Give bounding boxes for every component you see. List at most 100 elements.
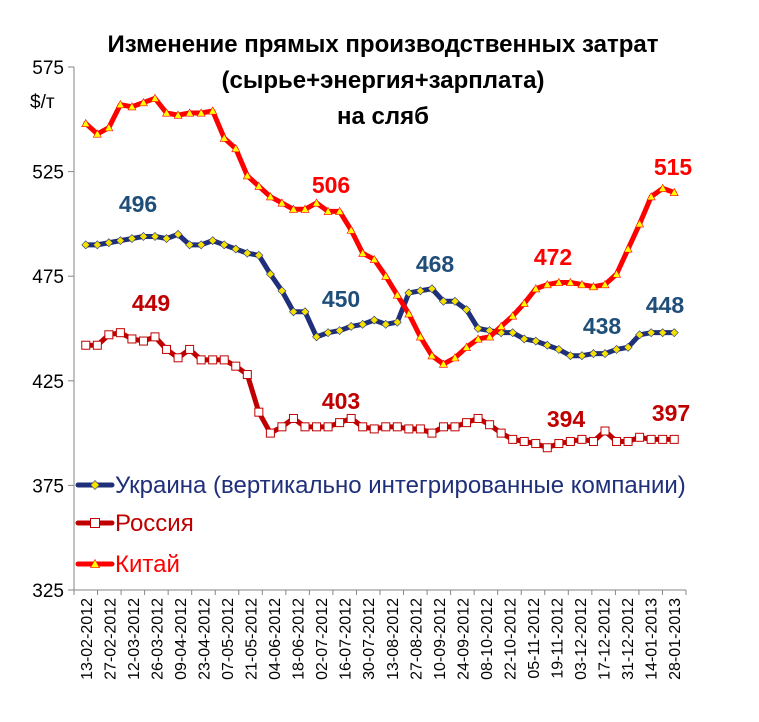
data-point xyxy=(104,330,114,340)
data-point xyxy=(404,424,414,434)
data-point xyxy=(90,518,100,528)
data-point xyxy=(173,353,183,363)
data-point xyxy=(392,290,402,299)
data-point xyxy=(185,108,195,117)
data-point xyxy=(646,192,656,201)
data-point xyxy=(473,324,483,333)
data-point xyxy=(138,97,148,107)
data-point xyxy=(392,422,402,432)
data-point xyxy=(173,229,183,239)
data-point xyxy=(312,332,321,342)
data-point xyxy=(646,434,656,444)
data-point xyxy=(565,436,575,446)
data-point xyxy=(542,279,552,289)
data-point xyxy=(588,436,598,446)
data-point xyxy=(646,328,656,338)
data-point xyxy=(508,311,518,320)
data-point xyxy=(439,296,448,306)
data-point xyxy=(473,413,483,423)
legend-item: Украина (вертикально интегрированные ком… xyxy=(75,472,686,499)
data-label: 450 xyxy=(322,286,360,312)
data-point xyxy=(335,206,345,215)
data-point xyxy=(450,296,460,306)
x-tick-label: 26-03-2012 xyxy=(149,598,166,680)
data-point xyxy=(288,413,298,423)
data-point xyxy=(554,439,564,449)
data-point xyxy=(635,330,645,340)
data-label: 394 xyxy=(547,406,586,432)
data-point xyxy=(162,344,172,354)
data-point xyxy=(150,332,160,342)
data-point xyxy=(669,328,679,338)
chart-title-line-2: (сырье+энергия+зарплата) xyxy=(222,67,545,94)
data-point xyxy=(104,123,114,132)
data-point xyxy=(346,321,356,331)
data-point xyxy=(519,436,529,446)
data-point xyxy=(196,108,206,117)
data-point xyxy=(438,359,448,368)
data-point xyxy=(104,238,114,248)
data-point xyxy=(381,271,391,280)
data-point xyxy=(289,307,298,317)
data-point xyxy=(335,326,345,336)
data-point xyxy=(404,288,414,298)
data-point xyxy=(438,422,448,432)
data-point xyxy=(196,240,206,250)
data-point xyxy=(600,349,610,359)
data-point xyxy=(277,286,287,296)
data-label: 468 xyxy=(416,251,455,277)
data-point xyxy=(208,355,218,365)
data-point xyxy=(231,361,241,371)
data-point xyxy=(92,129,102,138)
y-axis-unit: $/т xyxy=(30,92,55,113)
data-point xyxy=(369,254,379,263)
data-point xyxy=(404,309,414,318)
data-point xyxy=(219,240,229,250)
data-point xyxy=(312,422,322,432)
data-point xyxy=(173,110,183,119)
data-point xyxy=(415,424,425,434)
data-point xyxy=(81,240,91,250)
data-label: 397 xyxy=(652,400,690,426)
data-label: 448 xyxy=(646,292,685,318)
x-tick-label: 09-04-2012 xyxy=(173,598,190,680)
data-point xyxy=(115,328,125,338)
data-point xyxy=(542,340,552,350)
data-point xyxy=(265,192,275,201)
y-tick-label: 325 xyxy=(32,581,64,602)
data-point xyxy=(208,106,218,115)
data-point xyxy=(669,187,679,197)
data-point xyxy=(577,279,587,289)
legend: Украина (вертикально интегрированные ком… xyxy=(75,472,686,578)
x-tick-label: 10-09-2012 xyxy=(432,598,449,680)
data-point xyxy=(381,422,391,432)
data-point xyxy=(531,439,541,449)
data-point xyxy=(312,198,322,207)
data-point xyxy=(346,413,356,423)
data-point xyxy=(127,234,137,243)
chart-title-line-1: Изменение прямых производственных затрат xyxy=(108,31,659,58)
x-tick-label: 17-12-2012 xyxy=(597,598,614,680)
data-point xyxy=(588,282,598,291)
data-point xyxy=(242,370,252,380)
data-point xyxy=(196,355,206,365)
y-tick-label: 425 xyxy=(32,372,64,393)
data-point xyxy=(231,244,241,254)
data-point xyxy=(519,334,529,344)
data-point xyxy=(577,351,587,361)
data-point xyxy=(508,434,518,444)
data-point xyxy=(162,234,171,243)
data-label: 472 xyxy=(534,244,572,270)
data-point xyxy=(485,420,495,430)
data-point xyxy=(612,344,621,354)
data-point xyxy=(531,284,541,293)
x-tick-label: 23-04-2012 xyxy=(196,598,213,680)
data-point xyxy=(185,240,195,250)
data-label: 438 xyxy=(583,313,622,339)
data-point xyxy=(669,434,679,444)
x-tick-label: 16-07-2012 xyxy=(338,598,355,680)
data-point xyxy=(427,428,437,438)
data-point xyxy=(450,353,460,362)
x-tick-label: 12-03-2012 xyxy=(126,598,143,680)
data-point xyxy=(369,424,379,434)
